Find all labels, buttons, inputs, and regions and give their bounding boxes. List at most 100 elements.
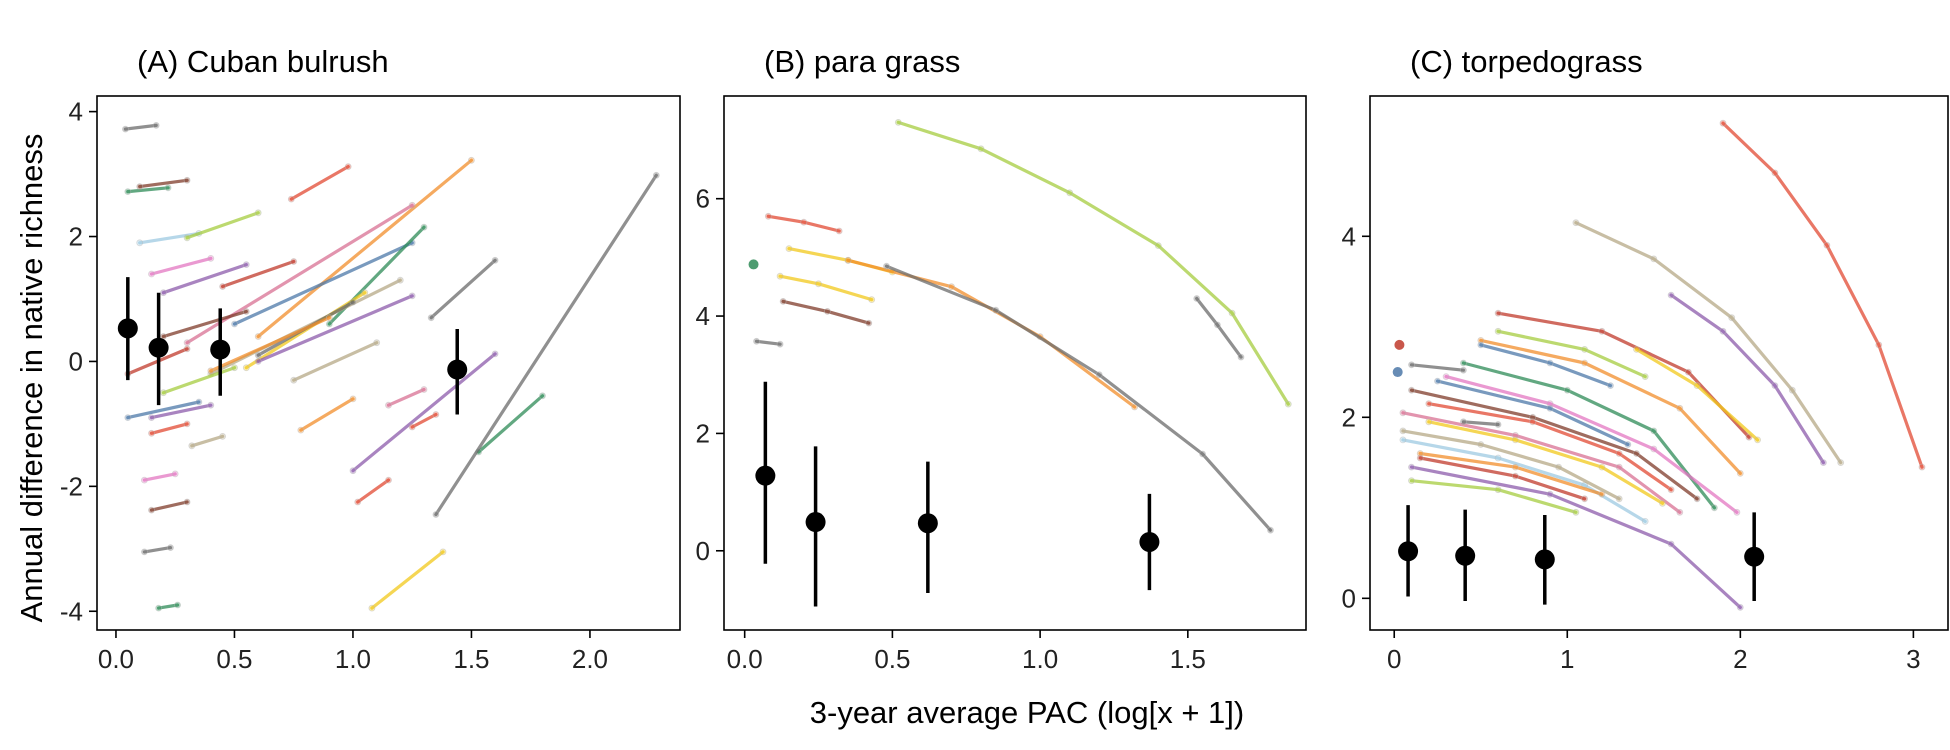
mean-point (148, 337, 169, 358)
series-line (1409, 388, 1699, 501)
mean-point (117, 318, 138, 339)
series-point (1711, 504, 1718, 512)
series-line (1401, 429, 1621, 501)
series-point (1408, 386, 1415, 394)
series-point (136, 239, 144, 247)
panel-title: (A) Cuban bulrush (137, 44, 389, 79)
series-point (1615, 463, 1623, 471)
series-line (142, 472, 177, 482)
series-point (776, 340, 784, 348)
series-point (1546, 404, 1554, 412)
mean-point (1398, 541, 1419, 562)
series-point (159, 289, 167, 297)
series-point (183, 498, 191, 506)
series-point (148, 506, 155, 514)
series-point (1494, 454, 1502, 462)
series-point (188, 442, 196, 450)
x-tick-label: 1.0 (335, 644, 371, 674)
series-point (349, 395, 357, 403)
series-point (1425, 418, 1433, 426)
series-point (1641, 518, 1649, 525)
series-line (185, 211, 260, 240)
series-point (1736, 469, 1744, 477)
series-point (1512, 472, 1519, 480)
series-point (1494, 327, 1502, 335)
isolated-point (1394, 339, 1405, 350)
series-point (361, 289, 369, 297)
series-point (136, 183, 144, 191)
panel-3: (C) torpedograss 0 2 4 0 1 2 3 (1342, 44, 1949, 674)
series-point (1460, 359, 1467, 367)
series-point (539, 392, 546, 400)
series-line (289, 165, 350, 201)
mean-point (447, 359, 468, 380)
mean-point (1455, 545, 1476, 566)
series-point (779, 297, 787, 305)
series-point (290, 376, 298, 384)
series-line (370, 550, 445, 610)
series-point (254, 209, 262, 217)
series-point (1237, 353, 1245, 361)
y-tick-label: 2 (69, 222, 83, 252)
series-point (148, 414, 155, 422)
x-tick-label: 0.5 (216, 644, 252, 674)
series-line (256, 158, 473, 339)
series-point (491, 350, 499, 358)
x-tick-label: 0 (1387, 644, 1401, 674)
series-line (356, 478, 391, 504)
series-point (290, 258, 298, 265)
series-point (1399, 436, 1407, 444)
y-tick-label: 0 (696, 536, 710, 566)
series-point (183, 176, 191, 184)
series-point (1572, 219, 1580, 227)
series-point (824, 307, 831, 315)
mean-point (917, 513, 938, 534)
series-point (1650, 255, 1658, 263)
series-point (1771, 382, 1779, 390)
series-point (1667, 540, 1675, 548)
series-point (1284, 400, 1292, 408)
series-point (368, 604, 376, 612)
series-point (1581, 359, 1588, 367)
series-line (292, 341, 379, 382)
series-line (185, 203, 414, 345)
series-point (1408, 361, 1415, 369)
series-line (1427, 402, 1673, 492)
series-point (1199, 450, 1206, 458)
series-line (884, 264, 1273, 532)
series-point (1693, 382, 1701, 390)
series-point (167, 544, 174, 551)
series-line (1669, 293, 1826, 465)
y-axis-label: Annual difference in native richness (14, 134, 49, 623)
series-point (427, 314, 435, 322)
series-point (1512, 436, 1519, 444)
x-tick-label: 1.5 (1170, 644, 1206, 674)
series-point (408, 201, 416, 209)
series-point (183, 345, 191, 353)
series-point (1598, 490, 1606, 498)
series-line (1435, 379, 1630, 447)
series-point (1408, 463, 1415, 471)
series-point (396, 276, 404, 284)
series-line (161, 309, 248, 339)
series-point (164, 184, 172, 192)
series-point (287, 195, 295, 203)
series-point (1095, 371, 1103, 379)
series-point (1788, 386, 1796, 394)
y-tick-label: 0 (69, 346, 83, 376)
series-point (1728, 314, 1736, 322)
series-point (1754, 436, 1761, 444)
series-point (148, 270, 155, 278)
series-point (183, 420, 191, 428)
series-point (242, 364, 250, 372)
series-point (420, 386, 428, 393)
series-line (386, 387, 426, 407)
series-line (1409, 465, 1742, 610)
series-point (124, 414, 132, 422)
series-point (1546, 359, 1554, 367)
series-point (865, 319, 873, 327)
series-point (349, 467, 357, 475)
y-tick-label: 0 (1342, 583, 1356, 613)
panel-frame (96, 95, 681, 631)
